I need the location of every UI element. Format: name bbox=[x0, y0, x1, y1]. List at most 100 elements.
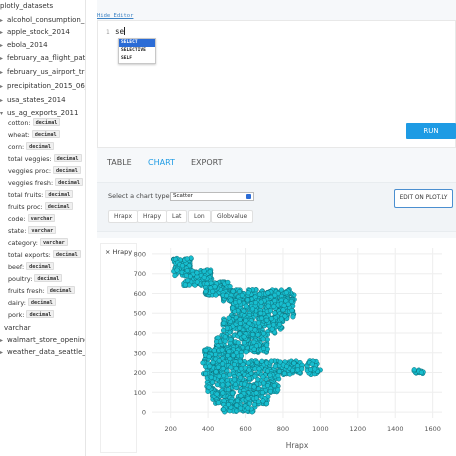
autocomplete-option[interactable]: SELECT bbox=[119, 39, 155, 47]
y-tick-label: 600 bbox=[134, 290, 146, 298]
data-point bbox=[244, 297, 251, 303]
sidebar-item-apple-stock[interactable]: ▸ apple_stock_2014 bbox=[0, 26, 70, 38]
column-pork[interactable]: pork: decimal bbox=[8, 310, 55, 321]
column-chip-lon[interactable]: Lon bbox=[188, 210, 211, 223]
data-point bbox=[246, 320, 252, 326]
tab-table[interactable]: TABLE bbox=[107, 158, 132, 167]
chevron-right-icon: ▸ bbox=[0, 83, 4, 90]
column-name: poultry: bbox=[8, 275, 33, 283]
column-chip-hrapy[interactable]: Hrapy bbox=[137, 210, 168, 223]
x-tick-label: 600 bbox=[239, 425, 251, 433]
sidebar-item-walmart-store-openings[interactable]: ▸walmart_store_openings_1 bbox=[0, 334, 85, 346]
data-point bbox=[203, 371, 209, 377]
column-type-badge: decimal bbox=[45, 190, 74, 198]
data-point bbox=[241, 340, 247, 346]
data-point bbox=[231, 377, 237, 383]
data-point bbox=[225, 279, 231, 285]
editor-text[interactable]: se bbox=[115, 27, 126, 36]
sidebar-item-weather-data-seattle[interactable]: ▸weather_data_seattle_2016 bbox=[0, 346, 85, 358]
data-point bbox=[245, 405, 251, 411]
sidebar-item-us-ag-exports[interactable]: ▾ us_ag_exports_2011 bbox=[0, 107, 78, 119]
data-point bbox=[206, 354, 212, 360]
data-point bbox=[308, 367, 314, 373]
sidebar-item-ebola[interactable]: ▸ ebola_2014 bbox=[0, 39, 48, 51]
sidebar-item-february-us-airport-traffic[interactable]: ▸february_us_airport_traffic bbox=[0, 66, 85, 78]
data-point bbox=[228, 364, 234, 370]
legend-label: Hrapy bbox=[112, 248, 133, 256]
autocomplete-option[interactable]: SELF bbox=[121, 56, 133, 61]
column-name: category: bbox=[8, 239, 38, 247]
column-total-exports[interactable]: total exports: decimal bbox=[8, 250, 81, 261]
column-veggies-fresh[interactable]: veggies fresh: decimal bbox=[8, 178, 83, 189]
column-name: veggies proc: bbox=[8, 167, 52, 175]
chart-type-label: Select a chart type bbox=[108, 192, 170, 200]
data-point bbox=[228, 337, 234, 343]
column-type-badge: decimal bbox=[26, 262, 54, 270]
sidebar-item-varchar: varchar bbox=[4, 322, 31, 334]
data-point bbox=[207, 363, 213, 369]
sql-editor[interactable]: 1 se SELECT SELECTIVE SELF RUN bbox=[97, 20, 456, 148]
column-type-badge: decimal bbox=[53, 154, 82, 162]
tab-chart[interactable]: CHART bbox=[148, 158, 175, 167]
column-chip-lat[interactable]: Lat bbox=[166, 210, 188, 223]
sidebar-item-label: february_us_airport_traffic bbox=[7, 68, 85, 76]
data-point bbox=[243, 318, 249, 324]
column-total-veggies[interactable]: total veggies: decimal bbox=[8, 154, 82, 165]
y-tick-label: 0 bbox=[142, 409, 146, 417]
column-dairy[interactable]: dairy: decimal bbox=[8, 298, 56, 309]
column-type-badge: decimal bbox=[53, 166, 81, 174]
tab-export[interactable]: EXPORT bbox=[191, 158, 223, 167]
sidebar-item-usa-states[interactable]: ▸ usa_states_2014 bbox=[0, 94, 66, 106]
data-point bbox=[259, 315, 265, 321]
data-point bbox=[231, 361, 237, 368]
chart-controls: Select a chart type Scatter EDIT ON PLOT… bbox=[97, 182, 456, 232]
column-cotton[interactable]: cotton: decimal bbox=[8, 118, 61, 129]
data-point bbox=[203, 347, 209, 353]
data-point bbox=[251, 346, 257, 352]
edit-on-plotly-button[interactable]: EDIT ON PLOT.LY bbox=[394, 189, 453, 208]
column-fruits-proc[interactable]: fruits proc: decimal bbox=[8, 202, 73, 213]
column-corn[interactable]: corn: decimal bbox=[8, 142, 55, 153]
column-total-fruits[interactable]: total fruits: decimal bbox=[8, 190, 74, 201]
sidebar-item-label: apple_stock_2014 bbox=[7, 28, 70, 36]
data-point bbox=[245, 290, 251, 296]
column-chip-globvalue[interactable]: Globvalue bbox=[211, 210, 254, 223]
data-point bbox=[224, 325, 230, 331]
column-fruits-fresh[interactable]: fruits fresh: decimal bbox=[8, 286, 75, 297]
run-button[interactable]: RUN bbox=[406, 123, 456, 139]
sidebar-item-label: alcohol_consumption_by_c bbox=[7, 16, 85, 24]
autocomplete-option[interactable]: SELECTIVE bbox=[121, 48, 146, 53]
column-name: fruits proc: bbox=[8, 203, 43, 211]
column-type-badge: varchar bbox=[27, 214, 56, 222]
hide-editor-link[interactable]: Hide Editor bbox=[97, 13, 134, 19]
chevron-right-icon: ▸ bbox=[0, 349, 4, 356]
data-point bbox=[270, 322, 276, 328]
data-point bbox=[282, 313, 288, 319]
data-point bbox=[221, 406, 227, 412]
chart-type-select[interactable]: Scatter bbox=[170, 192, 254, 201]
sidebar-item-plotly-datasets[interactable]: plotly_datasets bbox=[0, 0, 53, 12]
sidebar-item-february-aa-flight-paths[interactable]: ▸february_aa_flight_paths_2 bbox=[0, 52, 85, 64]
editor-query-text: se bbox=[115, 27, 125, 36]
column-code[interactable]: code: varchar bbox=[8, 214, 56, 225]
data-point bbox=[254, 359, 260, 365]
data-point bbox=[258, 303, 264, 309]
sidebar-item-precipitation[interactable]: ▸precipitation_2015_06_30 bbox=[0, 80, 85, 92]
column-poultry[interactable]: poultry: decimal bbox=[8, 274, 63, 285]
column-chip-hrapx[interactable]: Hrapx bbox=[108, 210, 139, 223]
sidebar-item-label: ebola_2014 bbox=[7, 41, 48, 49]
data-point bbox=[253, 300, 259, 306]
data-point bbox=[253, 395, 259, 401]
column-state[interactable]: state: varchar bbox=[8, 226, 57, 237]
legend-item-hrapy[interactable]: × Hrapy bbox=[105, 248, 132, 256]
data-point bbox=[215, 400, 222, 406]
sidebar-item-alcohol-consumption[interactable]: ▸alcohol_consumption_by_c bbox=[0, 14, 85, 26]
data-point bbox=[209, 379, 216, 385]
column-category[interactable]: category: varchar bbox=[8, 238, 68, 249]
column-wheat[interactable]: wheat: decimal bbox=[8, 130, 60, 141]
column-beef[interactable]: beef: decimal bbox=[8, 262, 54, 273]
data-point bbox=[284, 363, 290, 369]
data-point bbox=[222, 334, 228, 340]
column-veggies-proc[interactable]: veggies proc: decimal bbox=[8, 166, 81, 177]
data-point bbox=[233, 381, 239, 387]
